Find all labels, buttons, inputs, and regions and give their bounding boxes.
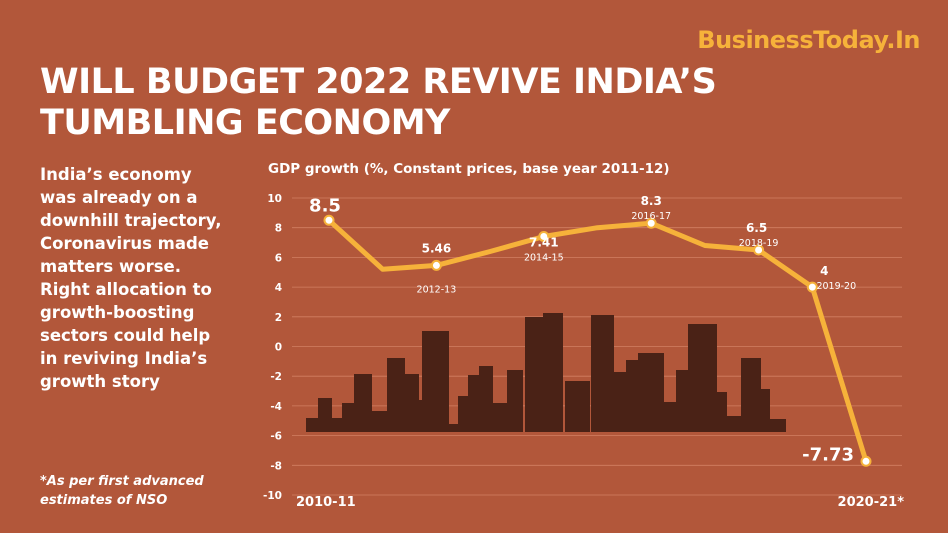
y-tick-label: -10 xyxy=(263,490,282,502)
footnote-line: *As per first advanced xyxy=(40,474,204,489)
body-line: sectors could help xyxy=(40,326,211,345)
skyline-building xyxy=(330,418,342,432)
skyline-building xyxy=(612,372,628,432)
x-axis-label: 2020-21* xyxy=(838,495,905,510)
data-value-label: 7.41 xyxy=(529,235,559,249)
data-point xyxy=(430,259,442,271)
skyline-building xyxy=(479,366,493,432)
y-tick-label: -4 xyxy=(270,401,282,413)
y-tick-label: 10 xyxy=(267,193,282,205)
body-line: matters worse. xyxy=(40,257,181,276)
y-tick-label: -2 xyxy=(270,371,282,383)
data-value-label: 8.3 xyxy=(641,194,662,208)
body-line: was already on a xyxy=(40,188,198,207)
skyline-building xyxy=(342,403,356,432)
data-year-label: 2019-20 xyxy=(816,281,856,292)
data-year-label: 2012-13 xyxy=(417,284,457,295)
skyline-building xyxy=(354,374,372,432)
y-tick-label: 0 xyxy=(275,342,282,354)
data-point xyxy=(806,281,818,293)
data-year-label: 2016-17 xyxy=(631,211,671,222)
body-line: downhill trajectory, xyxy=(40,211,222,230)
data-point xyxy=(645,217,657,229)
y-tick-label: 8 xyxy=(275,223,282,235)
data-value-label: 6.5 xyxy=(746,221,767,235)
data-point xyxy=(860,455,872,467)
data-year-label: 2018-19 xyxy=(739,238,779,249)
skyline-building xyxy=(387,358,405,432)
data-value-label: -7.73 xyxy=(802,444,854,465)
skyline-building xyxy=(660,402,676,432)
x-axis-label: 2010-11 xyxy=(296,495,356,510)
brand-logo: BusinessToday.In xyxy=(697,26,920,54)
body-line: Coronavirus made xyxy=(40,234,209,253)
skyline-building xyxy=(591,315,614,432)
body-line: in reviving India’s xyxy=(40,349,208,368)
data-value-label: 5.46 xyxy=(422,241,452,255)
y-tick-label: 4 xyxy=(275,282,282,294)
data-point xyxy=(538,230,550,242)
chart-title: GDP growth (%, Constant prices, base yea… xyxy=(268,161,670,177)
skyline-building xyxy=(543,313,563,432)
data-point xyxy=(323,214,335,226)
data-year-label: 2014-15 xyxy=(524,252,564,263)
headline: WILL BUDGET 2022 REVIVE INDIA’S TUMBLING… xyxy=(40,62,840,144)
data-point xyxy=(753,244,765,256)
y-tick-label: -6 xyxy=(270,431,282,443)
skyline-building xyxy=(468,375,482,432)
y-tick-label: 2 xyxy=(275,312,282,324)
skyline-building xyxy=(491,403,511,432)
skyline-building xyxy=(741,358,761,432)
body-line: growth story xyxy=(40,372,160,391)
skyline-building xyxy=(676,370,690,432)
skyline-building xyxy=(715,392,727,432)
skyline-building xyxy=(306,418,320,432)
skyline-building xyxy=(565,381,590,432)
skyline-building xyxy=(507,370,523,432)
gdp-line xyxy=(326,217,869,464)
skyline-building xyxy=(318,398,332,432)
skyline-building xyxy=(758,389,770,432)
skyline-building xyxy=(370,411,388,432)
footnote: *As per first advanced estimates of NSO xyxy=(40,472,250,510)
data-value-label: 4 xyxy=(820,264,828,278)
headline-line: TUMBLING ECONOMY xyxy=(40,103,450,143)
headline-line: WILL BUDGET 2022 REVIVE INDIA’S xyxy=(40,62,717,102)
skyline-building xyxy=(403,374,419,432)
skyline-building xyxy=(525,317,545,432)
skyline-building xyxy=(768,419,786,432)
skyline-building xyxy=(638,353,664,432)
skyline-building xyxy=(422,331,449,432)
skyline-building xyxy=(626,360,640,432)
footnote-line: estimates of NSO xyxy=(40,493,168,508)
skyline-building xyxy=(448,424,460,432)
y-tick-label: 6 xyxy=(275,252,282,264)
body-line: Right allocation to xyxy=(40,280,212,299)
body-text: India’s economy was already on a downhil… xyxy=(40,163,250,393)
skyline-building xyxy=(725,416,743,432)
body-line: growth-boosting xyxy=(40,303,195,322)
body-line: India’s economy xyxy=(40,165,192,184)
data-value-label: 8.5 xyxy=(309,195,341,216)
skyline-building xyxy=(688,324,717,432)
y-tick-label: -8 xyxy=(270,460,282,472)
skyline-building xyxy=(416,400,425,432)
